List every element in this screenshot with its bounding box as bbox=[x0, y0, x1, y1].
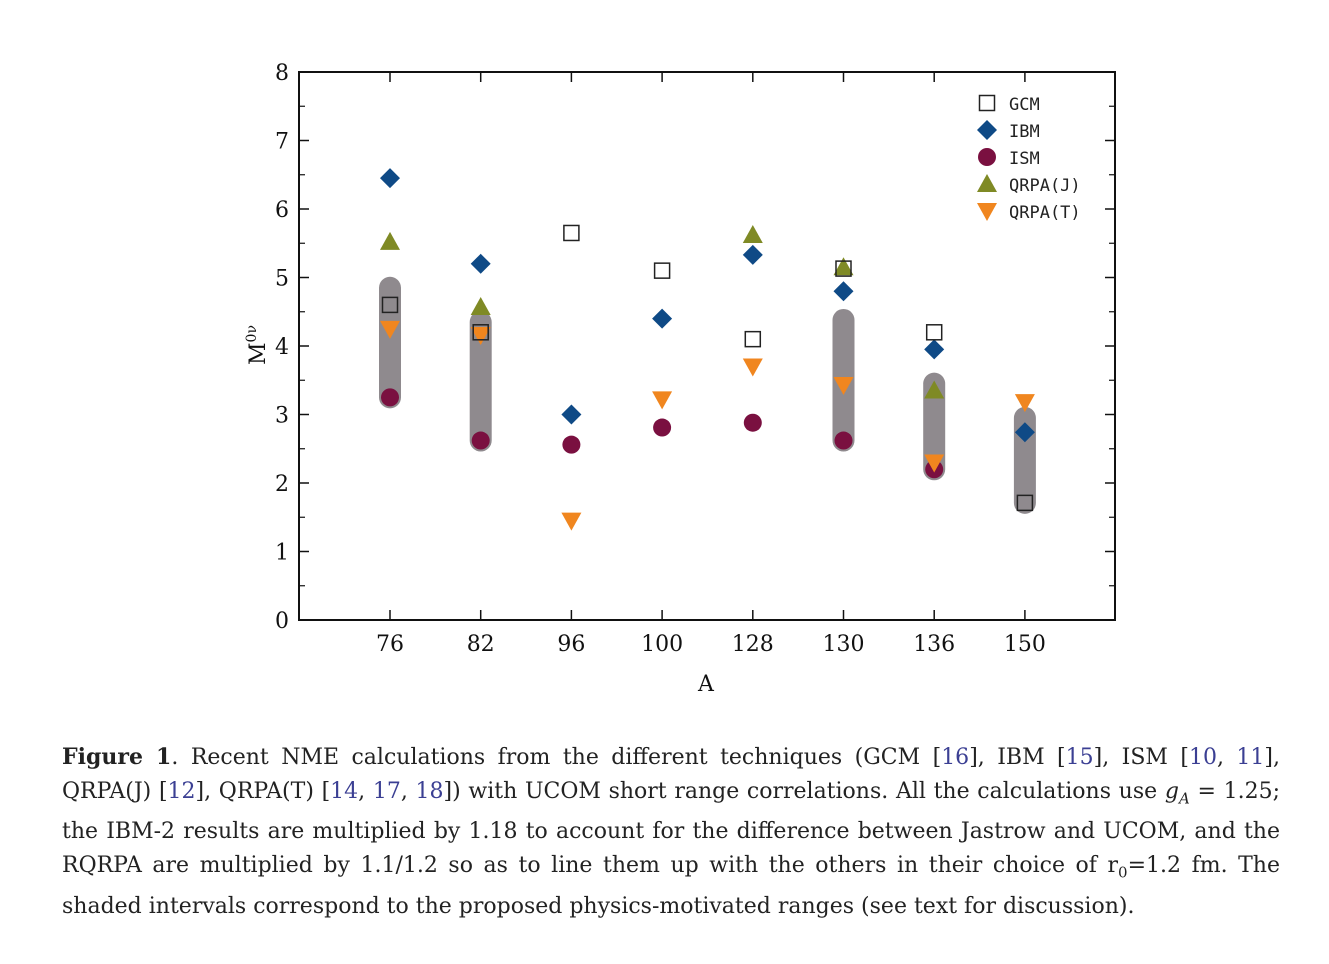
citation-link[interactable]: 18 bbox=[415, 778, 444, 804]
data-point-qrpaj bbox=[742, 225, 763, 244]
data-point-ism bbox=[743, 413, 762, 432]
data-point-ism bbox=[834, 431, 853, 450]
data-point-gcm bbox=[744, 330, 762, 348]
data-point-qrpat bbox=[652, 391, 673, 410]
y-tick-label: 2 bbox=[275, 472, 289, 497]
x-tick-label: 128 bbox=[732, 632, 774, 657]
data-point-qrpaj bbox=[924, 380, 945, 399]
citation-link[interactable]: 14 bbox=[330, 778, 359, 804]
x-tick-label: 136 bbox=[913, 632, 955, 657]
data-point-qrpat bbox=[833, 377, 854, 396]
data-point-qrpat bbox=[561, 512, 582, 531]
data-point-ibm bbox=[652, 308, 673, 329]
data-point-gcm bbox=[472, 324, 489, 341]
y-tick-label: 7 bbox=[275, 130, 289, 155]
y-tick-label: 5 bbox=[275, 267, 289, 292]
y-axis-ticks: 0 1 2 3 4 5 6 7 8 bbox=[275, 61, 1115, 634]
legend-marker bbox=[977, 203, 997, 221]
data-point-qrpat bbox=[380, 320, 400, 339]
data-point-ibm bbox=[833, 281, 854, 302]
data-point-qrpat bbox=[1014, 394, 1035, 413]
data-point-qrpat bbox=[470, 327, 491, 346]
math-g-sub: A bbox=[1178, 788, 1190, 807]
x-tick-label: 150 bbox=[1004, 632, 1046, 657]
y-axis-title: M0ν bbox=[244, 325, 271, 365]
data-point-ibm bbox=[924, 339, 945, 360]
caption-text: ]) with UCOM short range correlations. A… bbox=[443, 778, 1165, 804]
legend-label: GCM bbox=[1009, 95, 1040, 115]
figure-label: Figure 1 bbox=[62, 744, 172, 770]
legend: GCM IBM ISM QRPA(J) QRPA(T) bbox=[977, 94, 1081, 223]
caption-text: , bbox=[358, 778, 373, 804]
data-point-qrpat bbox=[742, 358, 763, 377]
legend-label: QRPA(T) bbox=[1009, 203, 1081, 223]
caption-text: ], QRPA(T) [ bbox=[195, 778, 331, 804]
data-point-qrpat bbox=[924, 454, 945, 473]
data-point-ism bbox=[562, 435, 581, 454]
data-point-ibm bbox=[380, 168, 400, 189]
y-tick-label: 3 bbox=[275, 404, 289, 429]
legend-marker bbox=[978, 148, 996, 166]
chart: 0 1 2 3 4 5 6 7 8 76 82 96 100 128 130 136 150 GCM IBM IS… bbox=[244, 61, 1116, 697]
legend-label: QRPA(J) bbox=[1009, 176, 1081, 196]
citation-link[interactable]: 16 bbox=[941, 745, 970, 770]
citation-link[interactable]: 11 bbox=[1236, 745, 1265, 770]
y-tick-label: 4 bbox=[275, 335, 289, 360]
data-point-gcm bbox=[835, 260, 852, 277]
caption-text: ], IBM [ bbox=[969, 745, 1066, 770]
data-point-ism bbox=[471, 431, 490, 450]
legend-marker bbox=[977, 174, 997, 192]
data-point-qrpaj bbox=[380, 231, 400, 250]
x-axis-title: A bbox=[697, 672, 715, 697]
data-point-ibm bbox=[470, 253, 491, 274]
data-point-qrpaj bbox=[833, 257, 854, 276]
data-point-gcm bbox=[925, 324, 943, 341]
figure-caption: Figure 1. Recent NME calculations from t… bbox=[62, 741, 1280, 923]
citation-link[interactable]: 10 bbox=[1188, 745, 1217, 770]
legend-label: IBM bbox=[1009, 122, 1040, 142]
caption-text: =1.2 fm. The shaded intervals correspond… bbox=[62, 852, 1280, 919]
y-tick-label: 0 bbox=[275, 609, 289, 634]
legend-label: ISM bbox=[1009, 149, 1040, 169]
data-point-gcm bbox=[653, 262, 671, 279]
data-point-qrpaj bbox=[470, 296, 491, 315]
citation-link[interactable]: 15 bbox=[1065, 745, 1094, 770]
data-point-gcm bbox=[1016, 494, 1034, 512]
caption-text: ], ISM [ bbox=[1093, 745, 1189, 770]
data-markers bbox=[380, 168, 1035, 531]
y-axis-title-sup: 0ν bbox=[244, 325, 260, 342]
caption-text: , bbox=[400, 778, 416, 804]
data-point-ibm bbox=[561, 404, 582, 425]
x-tick-label: 100 bbox=[641, 632, 683, 657]
math-g: g bbox=[1164, 778, 1179, 804]
data-point-ism bbox=[653, 418, 672, 437]
legend-marker bbox=[978, 94, 996, 112]
x-tick-label: 130 bbox=[823, 632, 865, 657]
y-tick-label: 1 bbox=[275, 541, 289, 566]
x-tick-label: 82 bbox=[467, 632, 495, 657]
caption-text: , bbox=[1216, 745, 1237, 770]
x-axis-ticks: 76 82 96 100 128 130 136 150 bbox=[376, 72, 1046, 657]
r0-sub: 0 bbox=[1118, 863, 1128, 882]
caption-text: = 1.25; the IBM-2 results are multiplied… bbox=[62, 778, 1280, 878]
caption-text: ], QRPA(J) [ bbox=[62, 745, 1280, 804]
data-point-ism bbox=[381, 388, 399, 407]
y-tick-label: 8 bbox=[275, 61, 289, 86]
legend-marker bbox=[977, 120, 997, 140]
x-tick-label: 76 bbox=[376, 632, 404, 657]
citation-link[interactable]: 17 bbox=[372, 778, 401, 804]
caption-text: . Recent NME calculations from the diffe… bbox=[171, 745, 942, 770]
data-point-ibm bbox=[1014, 422, 1035, 443]
data-point-gcm bbox=[563, 224, 580, 242]
data-point-gcm bbox=[381, 296, 399, 314]
y-tick-label: 6 bbox=[275, 198, 289, 223]
data-point-ibm bbox=[742, 244, 763, 265]
y-axis-title-main: M bbox=[246, 342, 271, 365]
x-tick-label: 96 bbox=[557, 632, 585, 657]
citation-link[interactable]: 12 bbox=[167, 778, 196, 804]
